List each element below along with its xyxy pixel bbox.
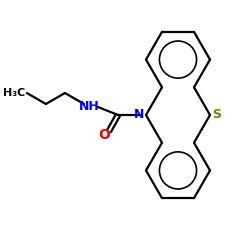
Text: S: S	[212, 108, 222, 122]
Text: H₃C: H₃C	[3, 88, 25, 98]
Text: NH: NH	[78, 100, 100, 112]
Text: N: N	[134, 108, 144, 122]
Text: O: O	[98, 128, 110, 142]
